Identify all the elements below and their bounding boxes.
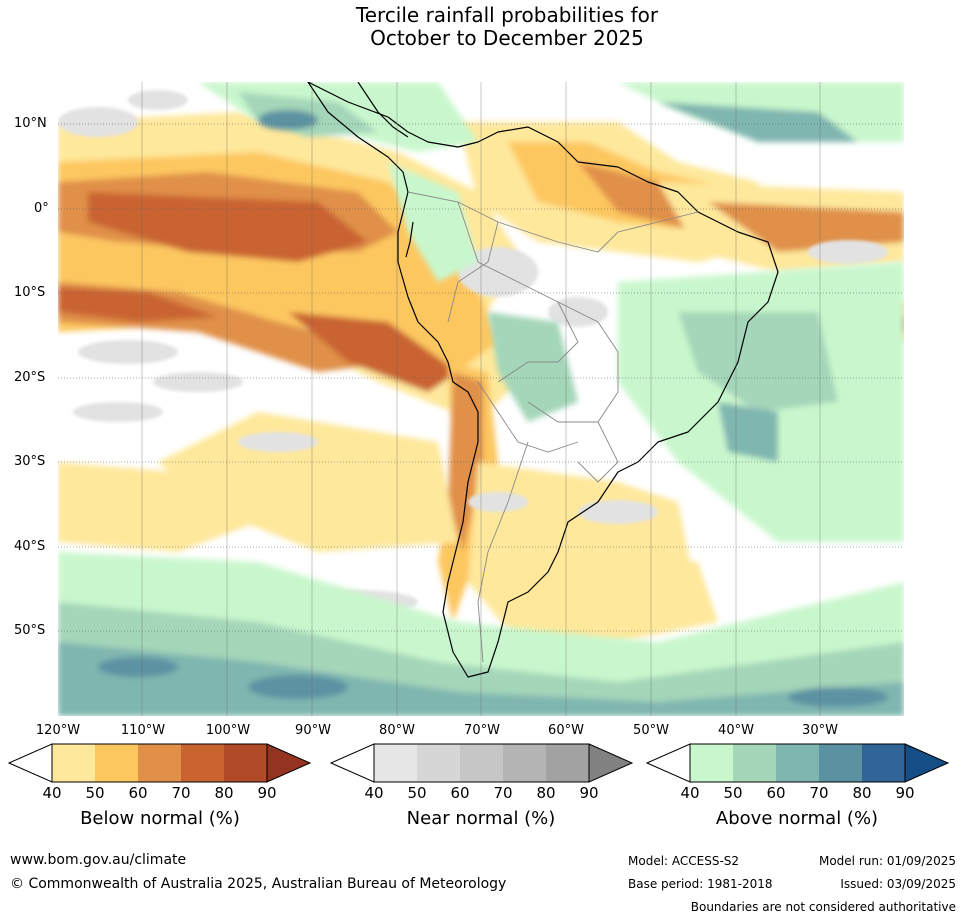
cbar-above-tick-50: 50 <box>723 784 743 802</box>
title-line-2: October to December 2025 <box>370 26 644 50</box>
cbar-below-swatch-under <box>8 743 53 783</box>
lon-label-110w: 110°W <box>120 723 166 738</box>
cbar-above-tick-80: 80 <box>852 784 872 802</box>
cbar-below-swatch-over <box>266 743 312 783</box>
lat-label-30s: 30°S <box>14 454 46 469</box>
copyright-text: © Commonwealth of Australia 2025, Austra… <box>10 876 507 892</box>
model-run-date: Model run: 01/09/2025 <box>818 854 956 868</box>
cbar-above-swatch-over <box>904 743 950 783</box>
issued-date: Issued: 03/09/2025 <box>840 877 956 891</box>
cbar-near-tick-90: 90 <box>579 784 599 802</box>
cbar-above-swatch-under <box>646 743 691 783</box>
website-link[interactable]: www.bom.gov.au/climate <box>10 852 187 868</box>
lon-label-90w: 90°W <box>295 723 331 738</box>
cbar-near-swatch-4 <box>503 744 546 782</box>
cbar-below-swatch-3 <box>138 744 181 782</box>
cbar-near-tick-40: 40 <box>364 784 384 802</box>
colorbar-below-normal <box>8 743 312 783</box>
cbar-below-tick-80: 80 <box>214 784 234 802</box>
cbar-near-title: Near normal (%) <box>406 808 556 829</box>
forecast-map <box>58 82 904 716</box>
lon-label-100w: 100°W <box>205 723 251 738</box>
cbar-below-title: Below normal (%) <box>80 808 240 829</box>
cbar-near-swatch-under <box>330 743 375 783</box>
cbar-above-swatch-1 <box>690 744 733 782</box>
lon-label-30w: 30°W <box>802 723 838 738</box>
model-name: Model: ACCESS-S2 <box>628 854 740 868</box>
cbar-near-swatch-1 <box>374 744 417 782</box>
cbar-below-tick-40: 40 <box>42 784 62 802</box>
cbar-below-swatch-1 <box>52 744 95 782</box>
cbar-above-swatch-2 <box>733 744 776 782</box>
lat-label-0: 0° <box>34 201 49 216</box>
map-title: Tercile rainfall probabilities for Octob… <box>0 4 965 50</box>
cbar-below-tick-60: 60 <box>128 784 148 802</box>
cbar-above-tick-40: 40 <box>680 784 700 802</box>
lat-label-40s: 40°S <box>14 539 46 554</box>
lon-label-60w: 60°W <box>548 723 584 738</box>
country-boundaries <box>407 191 699 663</box>
coastlines <box>307 82 779 678</box>
cbar-below-tick-70: 70 <box>171 784 191 802</box>
cbar-near-tick-50: 50 <box>407 784 427 802</box>
cbar-near-swatch-2 <box>417 744 460 782</box>
cbar-near-swatch-3 <box>460 744 503 782</box>
cbar-above-swatch-5 <box>862 744 905 782</box>
lon-label-80w: 80°W <box>379 723 415 738</box>
cbar-above-title: Above normal (%) <box>715 808 879 829</box>
cbar-below-swatch-2 <box>95 744 138 782</box>
cbar-near-swatch-5 <box>546 744 589 782</box>
cbar-near-tick-70: 70 <box>493 784 513 802</box>
cbar-above-tick-90: 90 <box>895 784 915 802</box>
cbar-below-swatch-5 <box>224 744 267 782</box>
cbar-below-tick-50: 50 <box>85 784 105 802</box>
cbar-below-swatch-4 <box>181 744 224 782</box>
lat-label-50s: 50°S <box>14 623 46 638</box>
lon-label-70w: 70°W <box>464 723 500 738</box>
lon-label-40w: 40°W <box>718 723 754 738</box>
cbar-near-tick-80: 80 <box>536 784 556 802</box>
cbar-near-tick-60: 60 <box>450 784 470 802</box>
lon-label-50w: 50°W <box>633 723 669 738</box>
lon-label-120w: 120°W <box>35 723 81 738</box>
colorbar-near-normal <box>330 743 634 783</box>
title-line-1: Tercile rainfall probabilities for <box>355 3 659 27</box>
cbar-above-tick-70: 70 <box>809 784 829 802</box>
cbar-above-tick-60: 60 <box>766 784 786 802</box>
lat-label-10n: 10°N <box>14 116 47 131</box>
lat-label-10s: 10°S <box>14 285 46 300</box>
colorbar-above-normal <box>646 743 950 783</box>
lat-label-20s: 20°S <box>14 370 46 385</box>
cbar-near-swatch-over <box>588 743 634 783</box>
cbar-above-swatch-3 <box>776 744 819 782</box>
base-period: Base period: 1981-2018 <box>628 877 773 891</box>
cbar-above-swatch-4 <box>819 744 862 782</box>
boundaries-disclaimer: Boundaries are not considered authoritat… <box>690 900 956 914</box>
cbar-below-tick-90: 90 <box>257 784 277 802</box>
